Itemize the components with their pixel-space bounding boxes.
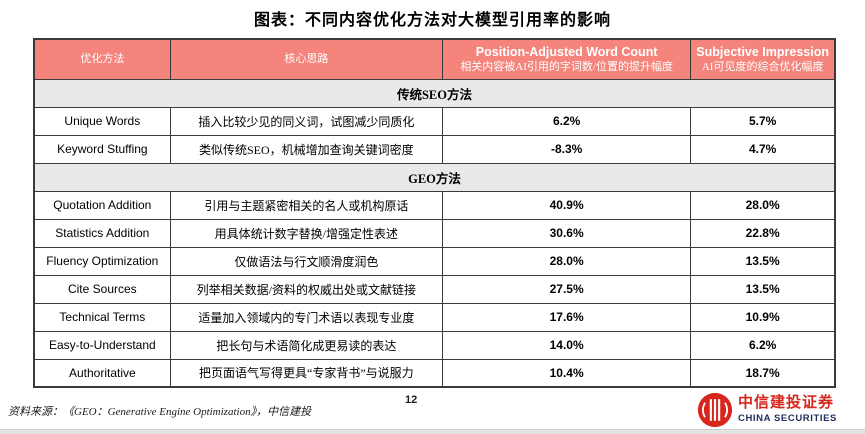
col-header-idea-label: 核心思路 — [284, 52, 329, 65]
col-header-si-label: Subjective Impression — [696, 44, 829, 59]
table-header-row: 优化方法 核心思路 Position-Adjusted Word Count 相… — [33, 38, 836, 80]
cell-pawc: 10.4% — [441, 358, 692, 388]
col-header-si-sublabel: AI可见度的综合优化幅度 — [701, 60, 824, 73]
col-header-method: 优化方法 — [33, 38, 171, 80]
bottom-divider — [0, 429, 865, 434]
table-row: Keyword Stuffing 类似传统SEO，机械增加查询关键词密度 -8.… — [33, 134, 836, 164]
table-row: Technical Terms 适量加入领域内的专门术语以表现专业度 17.6%… — [33, 302, 836, 332]
cell-method: Cite Sources — [33, 274, 171, 304]
table-row: Statistics Addition 用具体统计数字替换/增强定性表述 30.… — [33, 218, 836, 248]
col-header-method-label: 优化方法 — [80, 52, 125, 65]
col-header-si: Subjective Impression AI可见度的综合优化幅度 — [690, 38, 836, 80]
cell-idea: 仅做语法与行文顺滑度润色 — [169, 246, 444, 276]
cell-pawc: 17.6% — [441, 302, 692, 332]
table-row: Fluency Optimization 仅做语法与行文顺滑度润色 28.0% … — [33, 246, 836, 276]
cell-pawc: 30.6% — [441, 218, 692, 248]
logo-name-english: CHINA SECURITIES — [738, 413, 837, 425]
section-header-label: 传统SEO方法 — [33, 78, 836, 108]
cell-method: Technical Terms — [33, 302, 171, 332]
table-row: Unique Words 插入比较少见的同义词，试图减少同质化 6.2% 5.7… — [33, 106, 836, 136]
cell-si: 28.0% — [690, 190, 836, 220]
cell-si: 5.7% — [690, 106, 836, 136]
cell-idea: 引用与主题紧密相关的名人或机构原话 — [169, 190, 444, 220]
china-securities-logo: 中信建投证券 CHINA SECURITIES — [697, 392, 837, 428]
cell-method: Easy-to-Understand — [33, 330, 171, 360]
table-row: Cite Sources 列举相关数据/资料的权威出处或文献链接 27.5% 1… — [33, 274, 836, 304]
cell-pawc: 40.9% — [441, 190, 692, 220]
cell-method: Quotation Addition — [33, 190, 171, 220]
cell-idea: 列举相关数据/资料的权威出处或文献链接 — [169, 274, 444, 304]
china-securities-logo-icon — [697, 392, 733, 428]
col-header-idea: 核心思路 — [169, 38, 444, 80]
cell-method: Unique Words — [33, 106, 171, 136]
page-number: 12 — [405, 394, 418, 406]
source-note: 资料来源：《GEO：Generative Engine Optimization… — [8, 406, 312, 418]
cell-method: Statistics Addition — [33, 218, 171, 248]
cell-idea: 把长句与术语简化成更易读的表达 — [169, 330, 444, 360]
cell-method: Authoritative — [33, 358, 171, 388]
section-header-label: GEO方法 — [33, 162, 836, 192]
cell-idea: 适量加入领域内的专门术语以表现专业度 — [169, 302, 444, 332]
cell-pawc: 28.0% — [441, 246, 692, 276]
col-header-pawc: Position-Adjusted Word Count 相关内容被AI引用的字… — [441, 38, 692, 80]
cell-si: 13.5% — [690, 246, 836, 276]
cell-si: 10.9% — [690, 302, 836, 332]
table-row: Quotation Addition 引用与主题紧密相关的名人或机构原话 40.… — [33, 190, 836, 220]
cell-si: 13.5% — [690, 274, 836, 304]
cell-idea: 类似传统SEO，机械增加查询关键词密度 — [169, 134, 444, 164]
cell-pawc: 27.5% — [441, 274, 692, 304]
section-row-geo: GEO方法 — [33, 162, 836, 192]
col-header-pawc-sublabel: 相关内容被AI引用的字词数/位置的提升幅度 — [460, 60, 673, 73]
table-row: Authoritative 把页面语气写得更具“专家背书”与说服力 10.4% … — [33, 358, 836, 388]
cell-pawc: 6.2% — [441, 106, 692, 136]
section-row-traditional-seo: 传统SEO方法 — [33, 78, 836, 108]
cell-si: 4.7% — [690, 134, 836, 164]
logo-text: 中信建投证券 CHINA SECURITIES — [738, 396, 837, 424]
cell-si: 22.8% — [690, 218, 836, 248]
cell-pawc: -8.3% — [441, 134, 692, 164]
cell-si: 18.7% — [690, 358, 836, 388]
col-header-pawc-label: Position-Adjusted Word Count — [475, 44, 658, 59]
cell-idea: 把页面语气写得更具“专家背书”与说服力 — [169, 358, 444, 388]
table-row: Easy-to-Understand 把长句与术语简化成更易读的表达 14.0%… — [33, 330, 836, 360]
cell-pawc: 14.0% — [441, 330, 692, 360]
page-title: 图表：不同内容优化方法对大模型引用率的影响 — [253, 12, 611, 29]
cell-idea: 插入比较少见的同义词，试图减少同质化 — [169, 106, 444, 136]
cell-method: Fluency Optimization — [33, 246, 171, 276]
logo-name-chinese: 中信建投证券 — [738, 395, 835, 412]
cell-method: Keyword Stuffing — [33, 134, 171, 164]
cell-idea: 用具体统计数字替换/增强定性表述 — [169, 218, 444, 248]
optimization-methods-table: 优化方法 核心思路 Position-Adjusted Word Count 相… — [33, 38, 836, 388]
cell-si: 6.2% — [690, 330, 836, 360]
